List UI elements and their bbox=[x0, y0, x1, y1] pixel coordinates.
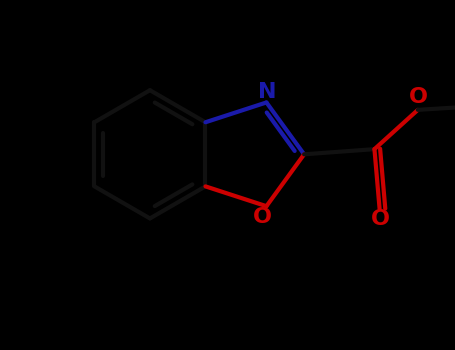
Text: O: O bbox=[253, 206, 272, 226]
Text: O: O bbox=[371, 209, 390, 230]
Text: N: N bbox=[258, 82, 277, 102]
Text: O: O bbox=[409, 88, 427, 107]
